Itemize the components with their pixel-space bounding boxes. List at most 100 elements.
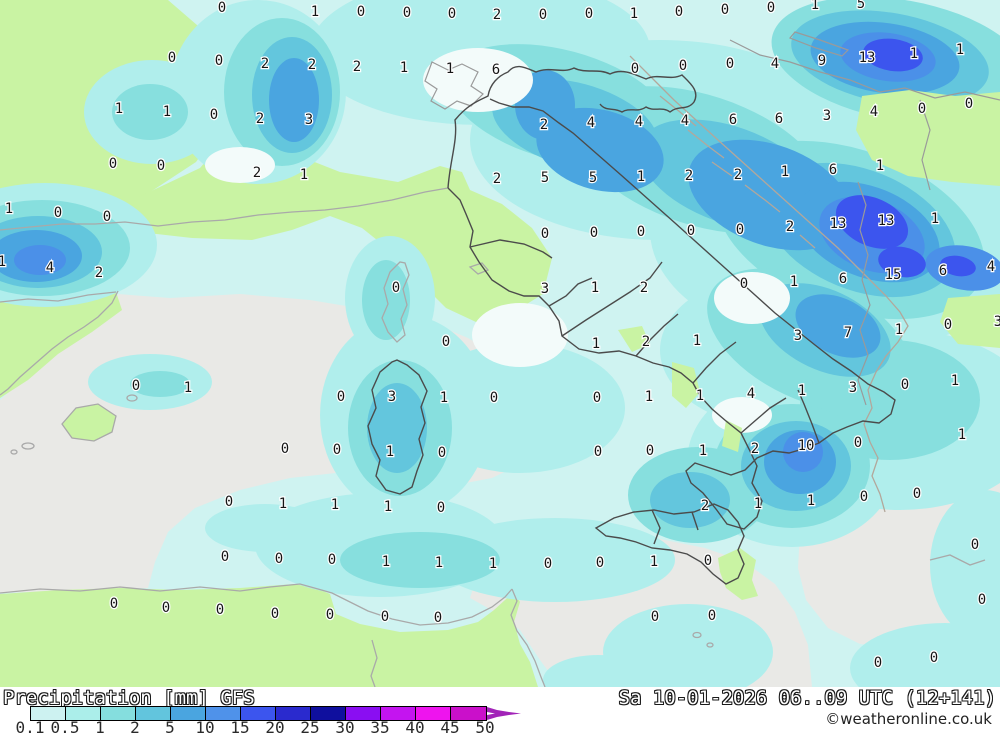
precip-value: 0 [978,592,986,608]
precip-value: 0 [593,390,601,406]
coastline-layer [0,187,986,687]
precip-value: 4 [747,386,755,402]
precip-value: 0 [631,61,639,77]
precip-value: 6 [729,112,737,128]
legend-title: Precipitation [mm] GFS [3,687,255,709]
precip-value: 0 [216,602,224,618]
precip-value: 1 [958,427,966,443]
precip-value: 0 [651,609,659,625]
precip-value: 4 [681,113,689,129]
precip-value: 3 [388,389,396,405]
precip-value: 4 [635,114,643,130]
precip-value: 0 [596,555,604,571]
precip-value: 3 [823,108,831,124]
precip-value: 2 [701,498,709,514]
legend-scale-label: 40 [405,718,425,733]
precip-value: 0 [54,205,62,221]
precip-value: 2 [253,165,261,181]
precip-value: 6 [829,162,837,178]
precip-value: 0 [918,101,926,117]
legend-color-segment [66,707,101,720]
precip-value: 5 [857,0,865,12]
precip-value: 1 [300,167,308,183]
precip-value: 7 [844,325,852,341]
precip-value: 0 [109,156,117,172]
legend-scale-label: 10 [195,718,215,733]
precip-value: 2 [353,59,361,75]
precip-value: 3 [305,112,313,128]
copyright-text: ©weatheronline.co.uk [825,710,992,728]
precip-value: 0 [971,537,979,553]
precip-value: 6 [939,263,947,279]
legend-scale-label: 1 [95,718,105,733]
legend-scale-label: 0.5 [50,718,80,733]
precip-value: 2 [308,57,316,73]
legend-color-segment [206,707,241,720]
legend-color-segment [311,707,346,720]
precip-value: 0 [275,551,283,567]
precip-value: 0 [708,608,716,624]
precip-value: 1 [790,274,798,290]
precip-value: 6 [775,111,783,127]
precip-value: 2 [751,441,759,457]
precip-value: 0 [381,609,389,625]
legend-scale-labels: 0.1 0.5 1 2 5 10 15 20 25 30 35 40 45 50 [0,718,560,733]
precip-value: 0 [218,0,226,16]
italy-border-layer [367,65,896,585]
precip-value: 0 [544,556,552,572]
legend-color-segment [171,707,206,720]
legend-colorbar [30,706,487,721]
precip-value: 0 [437,500,445,516]
precip-value: 2 [493,7,501,23]
precip-value: 0 [281,441,289,457]
inland-border-layer [424,31,1000,406]
precip-value: 1 [311,4,319,20]
precip-value: 4 [771,56,779,72]
precip-value: 10 [798,438,815,454]
precip-value: 1 [637,169,645,185]
precip-value: 0 [646,443,654,459]
precipitation-map: 0 1 0 0 0 2 0 0 1 0 0 0 1 50 0 2 2 2 1 1 6 0 0 0 4 9 13 1 11 1 0 2 3 2 4 4 4… [0,0,1000,687]
precip-value: 2 [256,111,264,127]
legend-color-segment [31,707,66,720]
precip-value: 1 [956,42,964,58]
precip-value: 1 [446,61,454,77]
precip-value: 0 [225,494,233,510]
precip-value: 1 [331,497,339,513]
precip-value: 0 [110,596,118,612]
precip-value: 1 [696,388,704,404]
precip-value: 2 [640,280,648,296]
precip-value: 2 [642,334,650,350]
precip-value: 1 [279,496,287,512]
precip-value: 1 [645,389,653,405]
precip-value: 6 [839,271,847,287]
legend-color-segment [346,707,381,720]
precip-value: 0 [675,4,683,20]
precip-value: 1 [163,104,171,120]
precip-value: 1 [754,496,762,512]
precip-value: 1 [591,280,599,296]
precip-value: 15 [885,267,902,283]
precip-value: 0 [901,377,909,393]
precip-value: 4 [987,259,995,275]
precip-value: 0 [965,96,973,112]
precip-value: 0 [704,553,712,569]
legend-scale-label: 5 [165,718,175,733]
precip-value: 0 [740,276,748,292]
precip-value: 0 [403,5,411,21]
precip-value: 3 [994,314,1000,330]
precip-value: 13 [830,216,847,232]
precip-value: 3 [849,380,857,396]
precip-value: 0 [333,442,341,458]
precip-value: 0 [490,390,498,406]
legend-color-segment [101,707,136,720]
legend-scale-label: 35 [370,718,390,733]
precip-value: 1 [440,390,448,406]
precip-value: 1 [931,211,939,227]
precip-value: 5 [541,170,549,186]
legend-color-segment [416,707,451,720]
precip-value: 0 [442,334,450,350]
precip-value: 9 [818,53,826,69]
precip-value: 0 [337,389,345,405]
